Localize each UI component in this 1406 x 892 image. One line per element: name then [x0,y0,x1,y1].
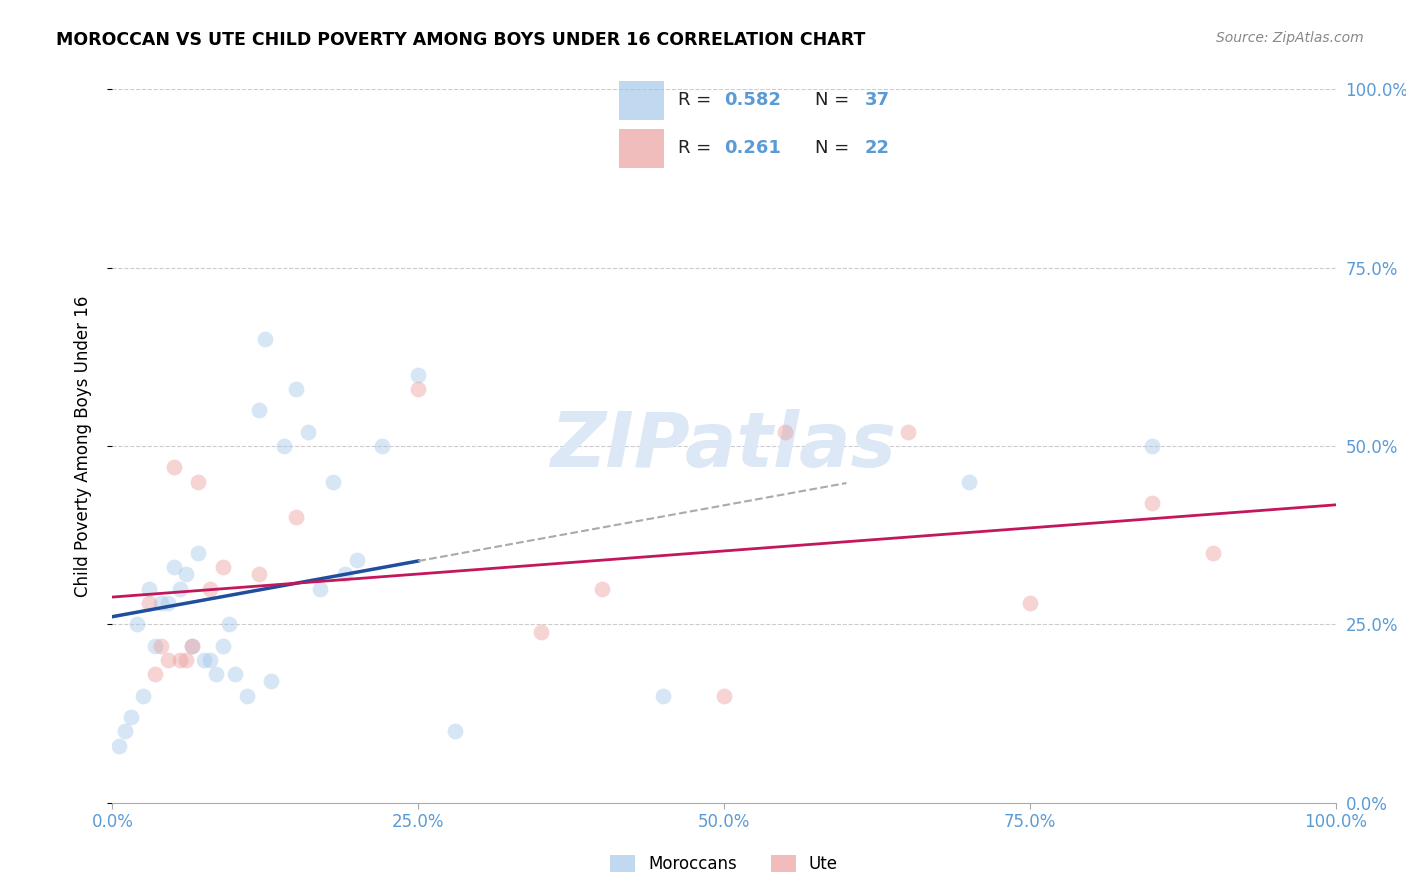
Point [713,689,735,703]
Point [1202,546,1225,560]
Point [897,425,920,439]
Point [169,653,191,667]
Point [247,403,270,417]
Y-axis label: Child Poverty Among Boys Under 16: Child Poverty Among Boys Under 16 [73,295,91,597]
Point [444,724,467,739]
Point [200,582,222,596]
Point [174,653,197,667]
Text: 0.582: 0.582 [724,91,782,109]
Point [132,689,155,703]
Point [169,582,191,596]
Point [163,560,186,574]
Point [1142,496,1164,510]
FancyBboxPatch shape [619,129,665,168]
Point [370,439,392,453]
Point [211,639,233,653]
Point [309,582,332,596]
Point [125,617,148,632]
Point [211,560,233,574]
Point [156,596,179,610]
Point [333,567,356,582]
Point [181,639,204,653]
Point [322,475,344,489]
Point [181,639,204,653]
Point [247,567,270,582]
Point [346,553,368,567]
Text: N =: N = [815,139,849,157]
Point [408,382,430,396]
Point [284,510,308,524]
Text: 22: 22 [865,139,890,157]
Text: N =: N = [815,91,849,109]
Point [284,382,308,396]
Point [138,582,160,596]
Point [107,739,129,753]
Text: R =: R = [678,139,711,157]
Text: MOROCCAN VS UTE CHILD POVERTY AMONG BOYS UNDER 16 CORRELATION CHART: MOROCCAN VS UTE CHILD POVERTY AMONG BOYS… [56,31,866,49]
Point [138,596,160,610]
Point [254,332,277,346]
Point [236,689,259,703]
Point [591,582,613,596]
Point [193,653,215,667]
Point [529,624,551,639]
Point [150,596,173,610]
Text: R =: R = [678,91,711,109]
Point [187,475,209,489]
Point [218,617,240,632]
Point [174,567,197,582]
Point [957,475,980,489]
Point [224,667,246,681]
Text: 0.261: 0.261 [724,139,780,157]
Point [1142,439,1164,453]
Point [205,667,228,681]
Point [187,546,209,560]
Point [200,653,222,667]
Point [163,460,186,475]
Point [260,674,283,689]
Point [156,653,179,667]
Legend: Moroccans, Ute: Moroccans, Ute [603,848,845,880]
Point [120,710,142,724]
Text: ZIPatlas: ZIPatlas [551,409,897,483]
Point [652,689,675,703]
Point [273,439,295,453]
FancyBboxPatch shape [619,81,665,120]
Text: 37: 37 [865,91,890,109]
Point [143,667,166,681]
Point [773,425,796,439]
Point [143,639,166,653]
Point [114,724,136,739]
Point [297,425,319,439]
Point [1018,596,1040,610]
Text: Source: ZipAtlas.com: Source: ZipAtlas.com [1216,31,1364,45]
Point [408,368,430,382]
Point [150,639,173,653]
